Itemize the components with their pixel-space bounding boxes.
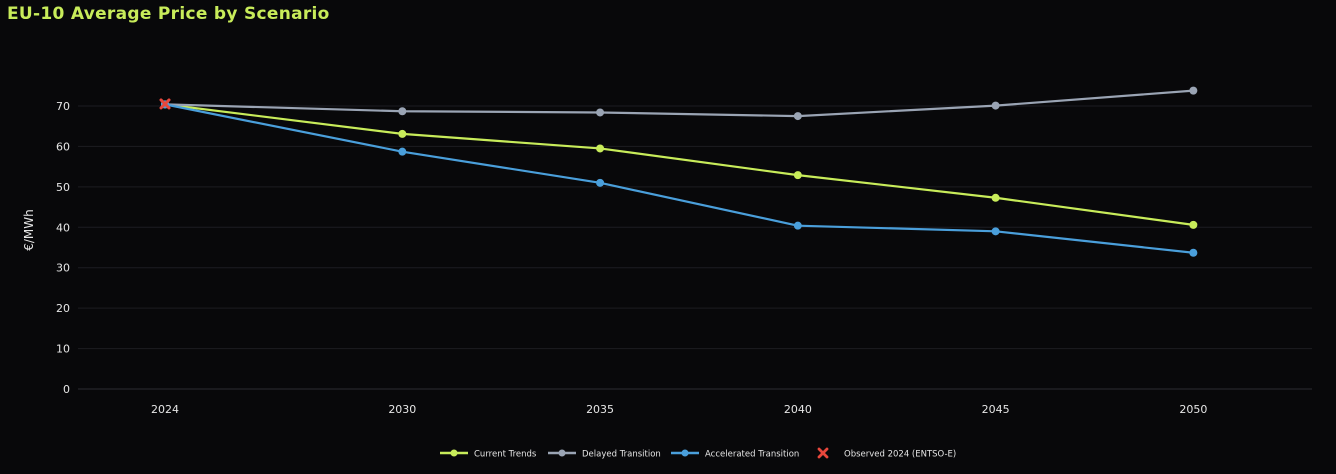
x-tick-label: 2030 — [388, 403, 416, 416]
data-point — [793, 171, 802, 180]
legend-marker-icon — [450, 449, 458, 457]
legend-label: Observed 2024 (ENTSO-E) — [844, 450, 956, 460]
series-line — [164, 89, 1194, 118]
data-point — [991, 227, 1000, 236]
legend-item[interactable]: Accelerated Transition — [671, 449, 799, 460]
legend-label: Delayed Transition — [582, 450, 661, 460]
data-point — [596, 178, 605, 187]
x-axis-ticks: 2024 2030 2035 2040 2045 2050 — [151, 403, 1207, 416]
data-point — [793, 112, 802, 121]
legend-label: Current Trends — [474, 450, 537, 460]
legend: Current Trends Delayed Transition Accelera… — [440, 447, 956, 460]
series-accelerated-transition — [161, 100, 1198, 257]
data-point — [398, 129, 407, 138]
series-line — [164, 103, 1194, 254]
y-tick-label: 70 — [56, 100, 70, 113]
data-point — [596, 108, 605, 117]
legend-item[interactable]: Delayed Transition — [548, 449, 661, 460]
legend-marker-icon — [558, 449, 566, 457]
data-point — [398, 147, 407, 156]
series-current-trends — [161, 100, 1198, 229]
data-point — [1189, 248, 1198, 257]
data-point — [596, 144, 605, 153]
legend-item[interactable]: Observed 2024 (ENTSO-E) — [817, 447, 956, 460]
data-point — [398, 107, 407, 116]
y-tick-label: 30 — [56, 262, 70, 275]
data-point — [1189, 86, 1198, 95]
x-tick-label: 2024 — [151, 403, 179, 416]
data-point — [991, 101, 1000, 110]
y-tick-label: 10 — [56, 343, 70, 356]
x-tick-label: 2045 — [982, 403, 1010, 416]
data-point — [991, 193, 1000, 202]
legend-label: Accelerated Transition — [705, 450, 799, 460]
y-tick-label: 20 — [56, 302, 70, 315]
y-tick-label: 40 — [56, 221, 70, 234]
legend-item[interactable]: Current Trends — [440, 449, 537, 460]
y-axis-ticks: 0 10 20 30 40 50 60 70 — [56, 100, 70, 396]
series-delayed-transition — [161, 86, 1198, 121]
x-tick-label: 2040 — [784, 403, 812, 416]
data-point — [793, 221, 802, 230]
series-line — [164, 103, 1194, 226]
x-tick-label: 2050 — [1179, 403, 1207, 416]
legend-marker-icon — [681, 449, 689, 457]
x-tick-label: 2035 — [586, 403, 614, 416]
y-axis-label: €/MWh — [22, 209, 36, 251]
data-point — [1189, 220, 1198, 229]
y-tick-label: 60 — [56, 140, 70, 153]
series-lines — [159, 86, 1198, 257]
y-tick-label: 50 — [56, 181, 70, 194]
y-tick-label: 0 — [63, 383, 70, 396]
observed-marker — [159, 98, 171, 110]
chart-title: EU-10 Average Price by Scenario — [7, 4, 330, 24]
gridlines — [78, 105, 1312, 390]
